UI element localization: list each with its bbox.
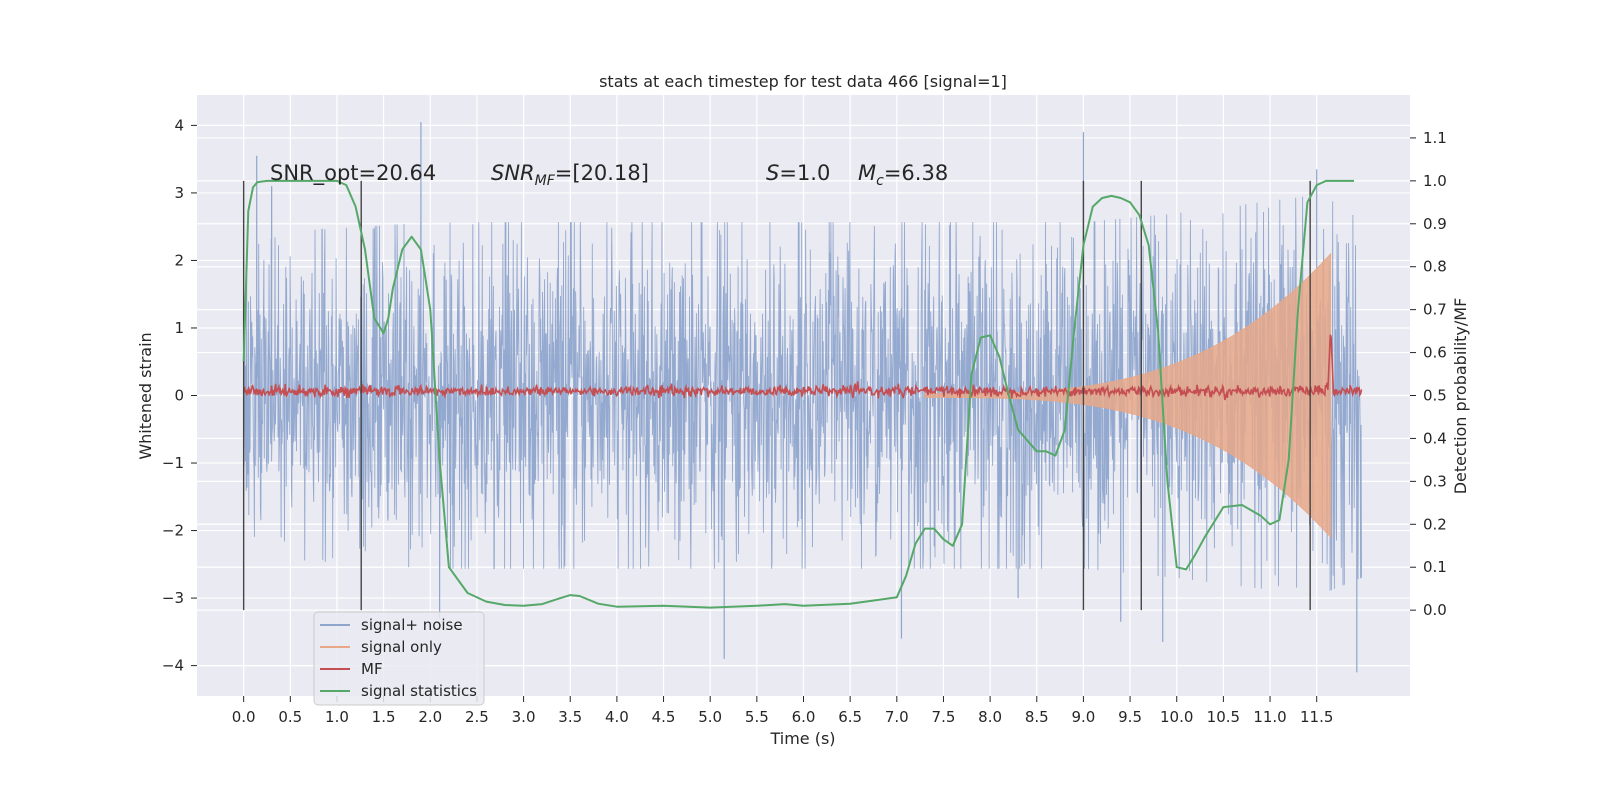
y-tick-label-6: −2 — [162, 522, 184, 540]
signal-only-envelope — [924, 252, 1332, 539]
annotation-s-label: S — [766, 161, 779, 185]
annotation-s-value: =1.0 — [779, 161, 830, 185]
x-tick-label-15: 7.5 — [932, 708, 956, 726]
y-tick-label-7: −3 — [162, 589, 184, 607]
y2-axis-ticks: 1.1 1.0 0.9 0.8 0.7 0.6 0.5 0.4 0.3 0.2 0.1 0.0 — [1410, 129, 1447, 619]
annotation-snr-mf: SNRMF=[20.18] — [491, 161, 649, 189]
x-axis-ticks: 0.0 0.5 1.0 1.5 2.0 2.5 3.0 3.5 4.0 4.5 5.0 5.5 6.0 6… — [232, 696, 1333, 726]
series-signal-only — [924, 252, 1332, 539]
x-tick-label-0: 0.0 — [232, 708, 256, 726]
y-axis-label: Whitened strain — [136, 332, 155, 459]
x-tick-label-1: 0.5 — [278, 708, 302, 726]
x-tick-label-11: 5.5 — [745, 708, 769, 726]
x-tick-label-16: 8.0 — [978, 708, 1002, 726]
y-tick-label-3: 1 — [174, 319, 184, 337]
y-tick-label-5: −1 — [162, 454, 184, 472]
x-tick-label-6: 3.0 — [512, 708, 536, 726]
y2-tick-label-4: 0.7 — [1423, 301, 1447, 319]
y2-tick-label-9: 0.2 — [1423, 515, 1447, 533]
x-tick-label-19: 9.5 — [1118, 708, 1142, 726]
annotation-snr-mf-label: SNR — [491, 161, 535, 185]
x-tick-label-22: 11.0 — [1253, 708, 1286, 726]
x-tick-label-3: 1.5 — [372, 708, 396, 726]
y-tick-label-1: 3 — [174, 184, 184, 202]
annotation-mc: Mc=6.38 — [858, 161, 948, 189]
x-tick-label-20: 10.0 — [1160, 708, 1193, 726]
annotation-snr-opt: SNR_opt=20.64 — [270, 161, 436, 186]
y2-tick-label-2: 0.9 — [1423, 215, 1447, 233]
legend-label-signal-noise: signal+ noise — [361, 616, 463, 634]
annotation-mc-sub: c — [876, 173, 884, 189]
y-tick-label-8: −4 — [162, 657, 184, 675]
legend-label-signal-statistics: signal statistics — [361, 682, 477, 700]
legend: signal+ noise signal only MF signal stat… — [313, 611, 485, 706]
x-tick-label-12: 6.0 — [792, 708, 816, 726]
mf-trace — [242, 334, 1363, 401]
y2-tick-label-10: 0.1 — [1423, 558, 1447, 576]
y2-tick-label-0: 1.1 — [1423, 129, 1447, 147]
annotation-mc-label: M — [858, 161, 876, 185]
x-tick-label-9: 4.5 — [652, 708, 676, 726]
legend-box — [313, 611, 485, 706]
x-tick-label-10: 5.0 — [698, 708, 722, 726]
x-axis-label: Time (s) — [769, 729, 835, 748]
y2-tick-label-1: 1.0 — [1423, 172, 1447, 190]
signal-noise-trace — [243, 196, 1362, 591]
x-tick-label-21: 10.5 — [1207, 708, 1240, 726]
x-tick-label-18: 9.0 — [1071, 708, 1095, 726]
y2-tick-label-3: 0.8 — [1423, 258, 1447, 276]
y2-tick-label-5: 0.6 — [1423, 344, 1447, 362]
annotation-s: S=1.0 — [766, 161, 830, 185]
annotation-mc-value: =6.38 — [884, 161, 948, 185]
y2-tick-label-7: 0.4 — [1423, 429, 1447, 447]
x-tick-label-8: 4.0 — [605, 708, 629, 726]
x-tick-label-13: 6.5 — [838, 708, 862, 726]
annotation-snr-mf-sub: MF — [535, 173, 556, 189]
series-signal-statistics — [242, 179, 1354, 609]
x-tick-label-7: 3.5 — [558, 708, 582, 726]
legend-label-mf: MF — [361, 660, 383, 678]
x-tick-label-14: 7.0 — [885, 708, 909, 726]
y2-axis-label: Detection probability/MF — [1451, 298, 1470, 495]
y-tick-label-0: 4 — [174, 116, 184, 134]
annotation-snr-mf-value: =[20.18] — [555, 161, 649, 185]
y2-tick-label-6: 0.5 — [1423, 387, 1447, 405]
y-tick-label-2: 2 — [174, 251, 184, 269]
chart-title: stats at each timestep for test data 466… — [599, 72, 1007, 91]
y2-tick-label-11: 0.0 — [1423, 601, 1447, 619]
signal-statistics-line — [242, 179, 1354, 609]
x-tick-label-4: 2.0 — [418, 708, 442, 726]
y-axis-ticks: 4 3 2 1 0 −1 −2 −3 −4 — [162, 116, 197, 675]
x-tick-label-23: 11.5 — [1300, 708, 1333, 726]
legend-label-signal-only: signal only — [361, 638, 442, 656]
x-tick-label-5: 2.5 — [465, 708, 489, 726]
y2-tick-label-8: 0.3 — [1423, 472, 1447, 490]
y-tick-label-4: 0 — [174, 387, 184, 405]
x-tick-label-2: 1.0 — [325, 708, 349, 726]
x-tick-label-17: 8.5 — [1025, 708, 1049, 726]
series-mf — [242, 334, 1363, 401]
